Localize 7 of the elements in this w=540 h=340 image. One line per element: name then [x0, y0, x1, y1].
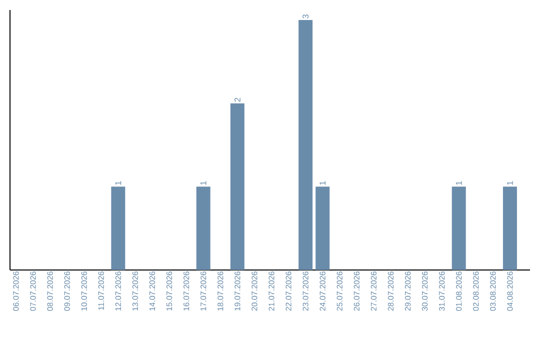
data-label: 1: [456, 181, 462, 185]
data-label: 1: [507, 181, 513, 185]
data-label: 1: [320, 181, 326, 185]
data-label: 3: [302, 14, 309, 18]
data-label: 1: [115, 181, 122, 185]
data-label: 2: [234, 98, 240, 102]
data-label: 1: [200, 181, 206, 185]
